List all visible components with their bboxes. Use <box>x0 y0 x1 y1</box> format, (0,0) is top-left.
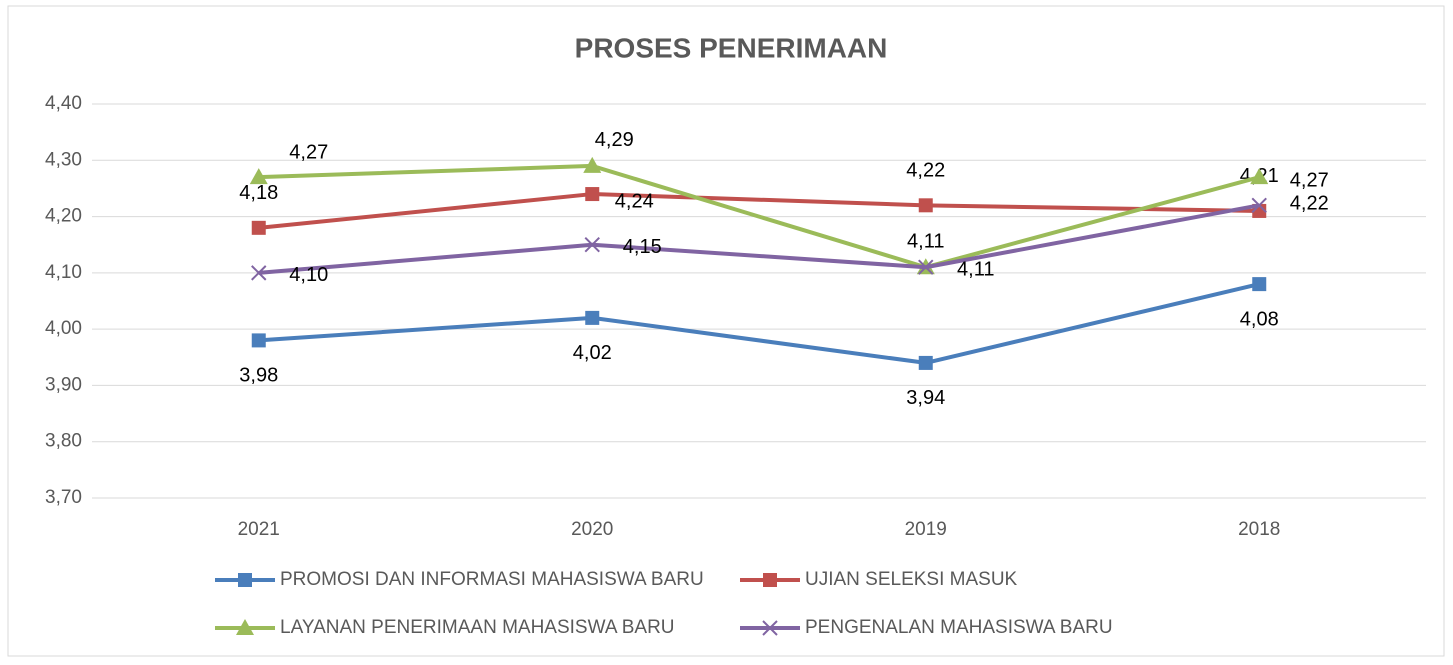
marker <box>585 310 600 325</box>
marker <box>1251 197 1267 214</box>
data-label: 4,02 <box>573 342 612 364</box>
data-label: 4,15 <box>623 236 662 258</box>
legend-marker <box>763 573 777 587</box>
marker <box>251 265 267 281</box>
series-line <box>258 203 1260 275</box>
marker <box>585 187 600 202</box>
data-label: 4,27 <box>1290 169 1329 191</box>
data-label: 4,22 <box>1290 193 1329 215</box>
data-label: 3,98 <box>239 365 278 387</box>
y-tick-label: 3,70 <box>45 487 82 508</box>
data-label: 4,10 <box>289 264 328 286</box>
marker <box>251 333 266 348</box>
y-tick-label: 3,80 <box>45 431 82 452</box>
y-tick-label: 4,10 <box>45 262 82 283</box>
data-label: 3,94 <box>906 387 945 409</box>
data-label: 4,11 <box>907 231 944 253</box>
data-label: 4,11 <box>957 259 994 281</box>
y-tick-label: 4,40 <box>45 93 82 114</box>
marker <box>584 237 600 253</box>
x-tick-label: 2020 <box>571 519 613 540</box>
marker <box>583 156 602 173</box>
y-tick-label: 4,00 <box>45 318 82 339</box>
data-label: 4,27 <box>289 141 328 163</box>
marker <box>1252 277 1267 292</box>
legend-marker <box>762 620 778 636</box>
x-tick-label: 2018 <box>1238 519 1280 540</box>
y-tick-label: 3,90 <box>45 374 82 395</box>
y-tick-label: 4,20 <box>45 206 82 227</box>
data-label: 4,08 <box>1240 308 1279 330</box>
marker <box>918 198 933 213</box>
legend-label: UJIAN SELEKSI MASUK <box>805 569 1018 590</box>
data-label: 4,29 <box>595 129 634 151</box>
series-line <box>258 163 1260 270</box>
y-tick-label: 4,30 <box>45 149 82 170</box>
series-line <box>258 282 1260 365</box>
series-line <box>258 192 1260 230</box>
chart-border <box>7 5 1445 657</box>
marker <box>249 168 268 185</box>
x-tick-label: 2021 <box>238 519 280 540</box>
marker <box>1250 168 1269 185</box>
data-label: 4,24 <box>615 190 654 212</box>
legend-marker <box>238 573 252 587</box>
legend-label: PROMOSI DAN INFORMASI MAHASISWA BARU <box>280 569 704 590</box>
marker <box>251 220 266 235</box>
legend-marker <box>236 619 254 635</box>
legend-label: PENGENALAN MAHASISWA BARU <box>805 617 1113 638</box>
chart-title: PROSES PENERIMAAN <box>575 32 888 63</box>
data-label: 4,18 <box>239 182 278 204</box>
data-label: 4,22 <box>906 160 945 182</box>
marker <box>918 355 933 370</box>
legend-label: LAYANAN PENERIMAAN MAHASISWA BARU <box>280 617 675 638</box>
marker <box>918 259 934 275</box>
x-tick-label: 2019 <box>905 519 947 540</box>
